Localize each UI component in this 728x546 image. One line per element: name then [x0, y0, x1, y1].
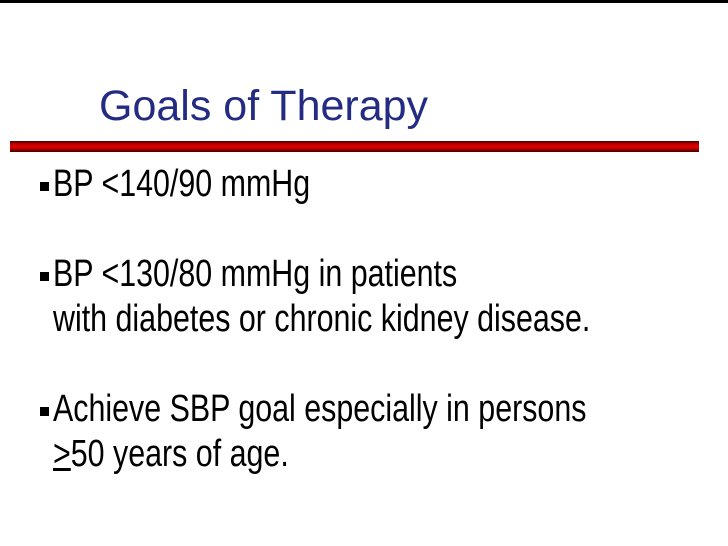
title-underline-red-rule	[10, 141, 699, 152]
slide-title: Goals of Therapy	[99, 82, 429, 130]
bullet-item-bp-140-90: BP <140/90 mmHg	[38, 162, 725, 207]
bullet-text-line: Achieve SBP goal especially in persons	[53, 388, 587, 430]
greater-equal-symbol: >	[53, 433, 71, 475]
bullet-text-block: Achieve SBP goal especially in persons >…	[53, 387, 586, 477]
square-bullet-icon	[40, 407, 49, 416]
bullet-text-line: BP <130/80 mmHg in patients	[53, 253, 458, 295]
slide-body: BP <140/90 mmHg BP <130/80 mmHg in patie…	[38, 162, 725, 477]
bullet-text-line: >50 years of age.	[53, 432, 586, 477]
bullet-item-bp-130-80: BP <130/80 mmHg in patients with diabete…	[38, 252, 725, 342]
bullet-item-sbp-goal: Achieve SBP goal especially in persons >…	[38, 387, 725, 477]
bullet-text-line: with diabetes or chronic kidney disease.	[53, 298, 591, 340]
top-black-rule	[0, 0, 728, 3]
bullet-text-line: BP <140/90 mmHg	[53, 163, 311, 205]
square-bullet-icon	[40, 272, 49, 281]
bullet-text-rest: 50 years of age.	[70, 433, 289, 475]
bullet-text-block: BP <140/90 mmHg	[53, 162, 310, 207]
bullet-text-block: BP <130/80 mmHg in patients with diabete…	[53, 252, 590, 342]
square-bullet-icon	[40, 182, 49, 191]
